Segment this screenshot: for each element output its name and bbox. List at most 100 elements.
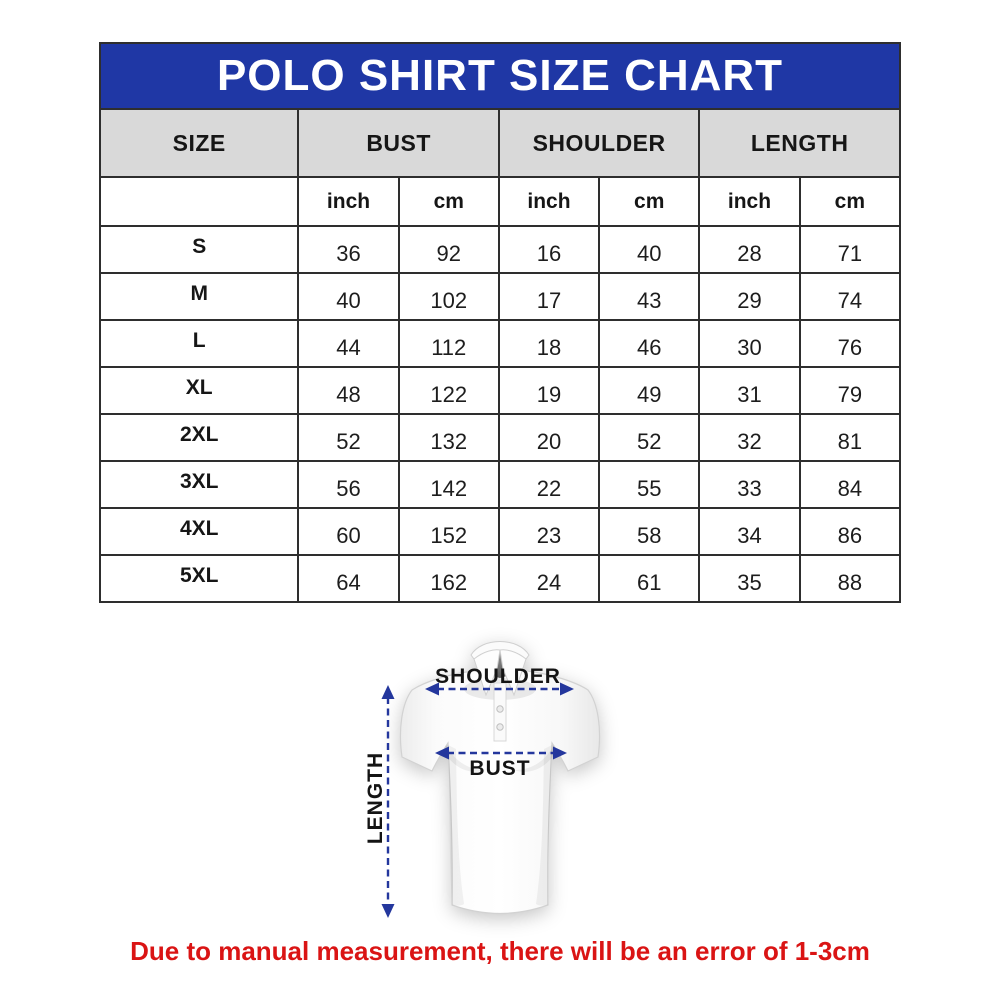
bust-label: BUST [469, 757, 530, 780]
unit-header-length-inch: inch [698, 176, 801, 227]
shoulder-inch-value: 22 [497, 460, 601, 509]
size-label: M [98, 272, 300, 321]
bust-inch-value: 48 [297, 366, 400, 415]
arrowhead-right-icon [553, 746, 567, 760]
length-cm-value: 81 [798, 413, 902, 462]
unit-header-length-cm: cm [798, 176, 902, 227]
length-inch-value: 30 [698, 319, 801, 368]
shoulder-label: SHOULDER [435, 665, 561, 688]
bust-cm-value: 152 [397, 507, 500, 556]
shoulder-cm-value: 49 [598, 366, 701, 415]
measurement-note: Due to manual measurement, there will be… [130, 936, 870, 966]
bust-inch-value: 40 [297, 272, 400, 321]
size-label: 5XL [98, 554, 300, 603]
column-header-size: SIZE [98, 108, 300, 178]
bust-cm-value: 102 [397, 272, 500, 321]
bust-inch-value: 36 [297, 225, 400, 274]
table-row-4xl: 4XL 60 152 23 58 34 86 [98, 507, 902, 556]
bust-inch-value: 56 [297, 460, 400, 509]
title-banner: POLO SHIRT SIZE CHART [99, 42, 901, 110]
shoulder-cm-value: 61 [598, 554, 701, 603]
unit-header-shoulder-cm: cm [598, 176, 701, 227]
table-row-m: M 40 102 17 43 29 74 [98, 272, 902, 321]
length-inch-value: 31 [698, 366, 801, 415]
shoulder-inch-value: 24 [497, 554, 601, 603]
bust-cm-value: 132 [397, 413, 500, 462]
size-label: 2XL [98, 413, 300, 462]
shoulder-inch-value: 20 [497, 413, 601, 462]
length-cm-value: 71 [798, 225, 902, 274]
shirt-button [496, 723, 504, 731]
collar-flap-left [473, 649, 501, 697]
length-inch-value: 32 [698, 413, 801, 462]
length-inch-value: 34 [698, 507, 801, 556]
bust-inch-value: 60 [297, 507, 400, 556]
arrowhead-left-icon [425, 682, 439, 696]
size-label: S [98, 225, 300, 274]
shoulder-cm-value: 52 [598, 413, 701, 462]
bust-inch-value: 64 [297, 554, 400, 603]
unit-header-empty [98, 176, 300, 227]
length-inch-value: 28 [698, 225, 801, 274]
bust-measurement: BUST [435, 746, 567, 780]
shoulder-cm-value: 46 [598, 319, 701, 368]
length-cm-value: 84 [798, 460, 902, 509]
unit-header-bust-inch: inch [297, 176, 400, 227]
table-row-xl: XL 48 122 19 49 31 79 [98, 366, 902, 415]
shoulder-inch-value: 23 [497, 507, 601, 556]
unit-header-shoulder-inch: inch [497, 176, 601, 227]
size-label: 3XL [98, 460, 300, 509]
shirt-button [496, 705, 504, 713]
length-inch-value: 33 [698, 460, 801, 509]
unit-header-bust-cm: cm [397, 176, 500, 227]
table-row-s: S 36 92 16 40 28 71 [98, 225, 902, 274]
shirt-armpit-crease-left [444, 745, 486, 772]
table-row-5xl: 5XL 64 162 24 61 35 88 [98, 554, 902, 603]
arrowhead-right-icon [560, 682, 574, 696]
table-row-2xl: 2XL 52 132 20 52 32 81 [98, 413, 902, 462]
arrowhead-up-icon [381, 685, 395, 699]
length-cm-value: 79 [798, 366, 902, 415]
page-title: POLO SHIRT SIZE CHART [99, 42, 901, 110]
bust-cm-value: 112 [397, 319, 500, 368]
shirt-shadow-right [536, 745, 552, 906]
shoulder-cm-value: 58 [598, 507, 701, 556]
shoulder-inch-value: 17 [497, 272, 601, 321]
length-inch-value: 35 [698, 554, 801, 603]
bust-cm-value: 162 [397, 554, 500, 603]
shirt-shadow-left [448, 745, 464, 906]
column-group-header-row: SIZE BUST SHOULDER LENGTH [98, 108, 901, 178]
collar-flap-right [499, 649, 527, 697]
length-measurement: LENGTH [364, 685, 395, 918]
unit-header-row: inch cm inch cm inch cm [98, 176, 902, 227]
length-cm-value: 74 [798, 272, 902, 321]
bust-cm-value: 92 [397, 225, 500, 274]
polo-shirt-illustration: SHOULDER BUST LENGTH [364, 641, 601, 918]
length-inch-value: 29 [698, 272, 801, 321]
column-header-length: LENGTH [698, 108, 901, 178]
column-header-bust: BUST [297, 108, 500, 178]
length-label: LENGTH [364, 752, 387, 844]
shoulder-measurement: SHOULDER [425, 665, 574, 696]
table-row-3xl: 3XL 56 142 22 55 33 84 [98, 460, 902, 509]
length-cm-value: 88 [798, 554, 902, 603]
shoulder-cm-value: 43 [598, 272, 701, 321]
size-label: 4XL [98, 507, 300, 556]
arrowhead-left-icon [435, 746, 449, 760]
bust-cm-value: 122 [397, 366, 500, 415]
bust-inch-value: 52 [297, 413, 400, 462]
shoulder-inch-value: 18 [497, 319, 601, 368]
size-chart-table: POLO SHIRT SIZE CHART SIZE BUST SHOULDER… [98, 42, 902, 603]
shoulder-inch-value: 19 [497, 366, 601, 415]
size-label: L [98, 319, 300, 368]
shoulder-inch-value: 16 [497, 225, 601, 274]
table-row-l: L 44 112 18 46 30 76 [98, 319, 902, 368]
length-cm-value: 76 [798, 319, 902, 368]
bust-inch-value: 44 [297, 319, 400, 368]
length-cm-value: 86 [798, 507, 902, 556]
shoulder-cm-value: 55 [598, 460, 701, 509]
bust-cm-value: 142 [397, 460, 500, 509]
shoulder-cm-value: 40 [598, 225, 701, 274]
shirt-armpit-crease-right [514, 745, 556, 772]
